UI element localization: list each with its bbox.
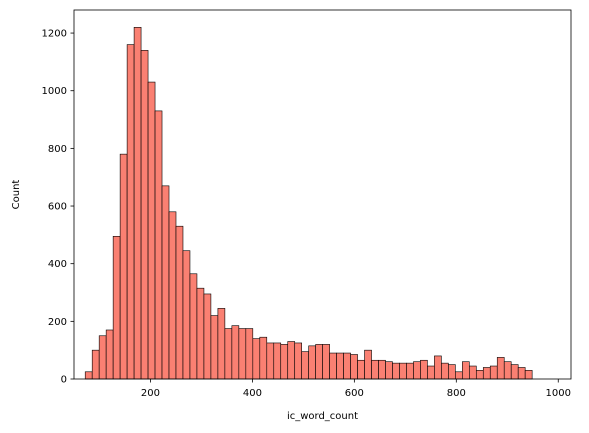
histogram-bar — [259, 336, 268, 380]
histogram-bar — [503, 361, 512, 380]
histogram-bar — [231, 325, 240, 380]
histogram-bar — [343, 352, 351, 380]
y-tick-label: 1200 — [42, 29, 67, 40]
y-tick-label: 1000 — [42, 86, 67, 97]
histogram-bar — [294, 342, 303, 380]
histogram-bar — [126, 44, 135, 380]
histogram-bar — [392, 362, 400, 380]
y-tick-label: 200 — [48, 317, 67, 328]
histogram-bar — [140, 50, 149, 380]
x-tick-label: 1000 — [546, 388, 571, 399]
histogram-bar — [224, 328, 233, 380]
histogram-bar — [469, 365, 477, 380]
y-tick-label: 0 — [61, 375, 67, 386]
histogram-bar — [524, 370, 533, 380]
histogram-bar — [455, 371, 463, 380]
histogram-bar — [364, 349, 372, 380]
histogram-bar — [245, 328, 254, 380]
histogram-bar — [280, 344, 289, 380]
histogram-bar — [385, 361, 393, 380]
y-tick-label: 600 — [48, 202, 67, 213]
histogram-bar — [336, 352, 344, 380]
y-tick-label: 800 — [48, 144, 67, 155]
histogram-bar — [266, 342, 275, 380]
histogram-bar — [406, 362, 414, 380]
histogram-bar — [210, 315, 219, 380]
x-tick-label: 200 — [141, 388, 160, 399]
histogram-bar — [287, 341, 296, 380]
y-axis-ticks: 0 200 400 600 800 1000 1200 — [42, 29, 74, 386]
histogram-bar — [357, 359, 365, 380]
histogram-bar — [189, 273, 198, 380]
histogram-bar — [448, 364, 456, 380]
histogram-bar — [112, 236, 121, 380]
histogram-bar — [84, 371, 93, 380]
histogram-bar — [399, 362, 407, 380]
histogram-bar — [273, 342, 282, 380]
histogram-bar — [441, 362, 449, 380]
histogram-bar — [434, 355, 442, 380]
histogram-bar — [413, 361, 421, 380]
x-axis-label: ic_word_count — [287, 411, 358, 422]
histogram-bar — [147, 81, 156, 380]
histogram-bar — [175, 225, 184, 380]
histogram-bar — [217, 308, 226, 380]
histogram-bar — [154, 110, 163, 380]
histogram-bar — [482, 367, 491, 380]
x-axis-ticks: 200 400 600 800 1000 — [141, 379, 571, 399]
histogram-bar — [475, 370, 484, 380]
histogram-bar — [489, 365, 498, 380]
histogram-bar — [350, 354, 358, 380]
histogram-bar — [203, 293, 212, 380]
histogram-bar — [427, 365, 435, 380]
histogram-bar — [329, 352, 337, 380]
histogram-bar — [133, 26, 142, 380]
histogram-bar — [420, 359, 428, 380]
histogram-bar — [322, 344, 330, 380]
x-tick-label: 600 — [345, 388, 364, 399]
histogram-bar — [315, 344, 323, 380]
histogram-bars — [84, 26, 533, 380]
histogram-bar — [168, 211, 177, 380]
histogram-bar — [119, 153, 128, 380]
histogram-bar — [161, 185, 170, 380]
histogram-bar — [98, 335, 107, 380]
histogram-bar — [105, 329, 114, 380]
histogram-bar — [308, 345, 316, 380]
histogram-bar — [91, 349, 100, 380]
histogram-bar — [301, 351, 309, 380]
histogram-bar — [182, 250, 191, 380]
plot-frame — [73, 9, 572, 380]
y-axis-label: Count — [11, 180, 22, 210]
histogram-bar — [510, 364, 519, 380]
histogram-bar — [238, 328, 247, 380]
y-tick-label: 400 — [48, 259, 67, 270]
histogram-bar — [378, 359, 386, 380]
histogram-bar — [196, 287, 205, 380]
histogram-bar — [462, 361, 470, 380]
histogram-bar — [371, 359, 379, 380]
histogram-bar — [517, 367, 526, 380]
histogram-bar — [252, 338, 261, 380]
histogram-bar — [496, 357, 505, 380]
x-tick-label: 800 — [447, 388, 466, 399]
x-tick-label: 400 — [243, 388, 262, 399]
